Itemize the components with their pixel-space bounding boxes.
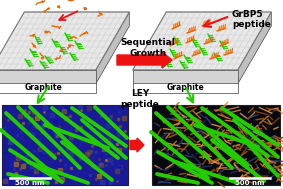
Bar bbox=[152, 105, 280, 185]
Bar bbox=[0, 83, 96, 93]
Polygon shape bbox=[96, 12, 129, 84]
Text: Graphite: Graphite bbox=[166, 84, 204, 92]
Bar bbox=[133, 83, 238, 93]
Text: LEY
peptide: LEY peptide bbox=[121, 89, 159, 109]
Text: 500 nm: 500 nm bbox=[235, 180, 265, 186]
Polygon shape bbox=[133, 12, 271, 70]
Text: Sequential
Growth: Sequential Growth bbox=[121, 38, 175, 58]
FancyArrow shape bbox=[130, 138, 144, 152]
Polygon shape bbox=[0, 70, 96, 84]
Text: Graphite: Graphite bbox=[24, 84, 62, 92]
Polygon shape bbox=[238, 12, 271, 84]
Polygon shape bbox=[133, 70, 238, 84]
Text: GrBP5
peptide: GrBP5 peptide bbox=[232, 10, 271, 29]
Text: 500 nm: 500 nm bbox=[15, 180, 45, 186]
FancyArrow shape bbox=[117, 52, 172, 68]
Polygon shape bbox=[0, 12, 129, 70]
Bar bbox=[2, 105, 128, 185]
